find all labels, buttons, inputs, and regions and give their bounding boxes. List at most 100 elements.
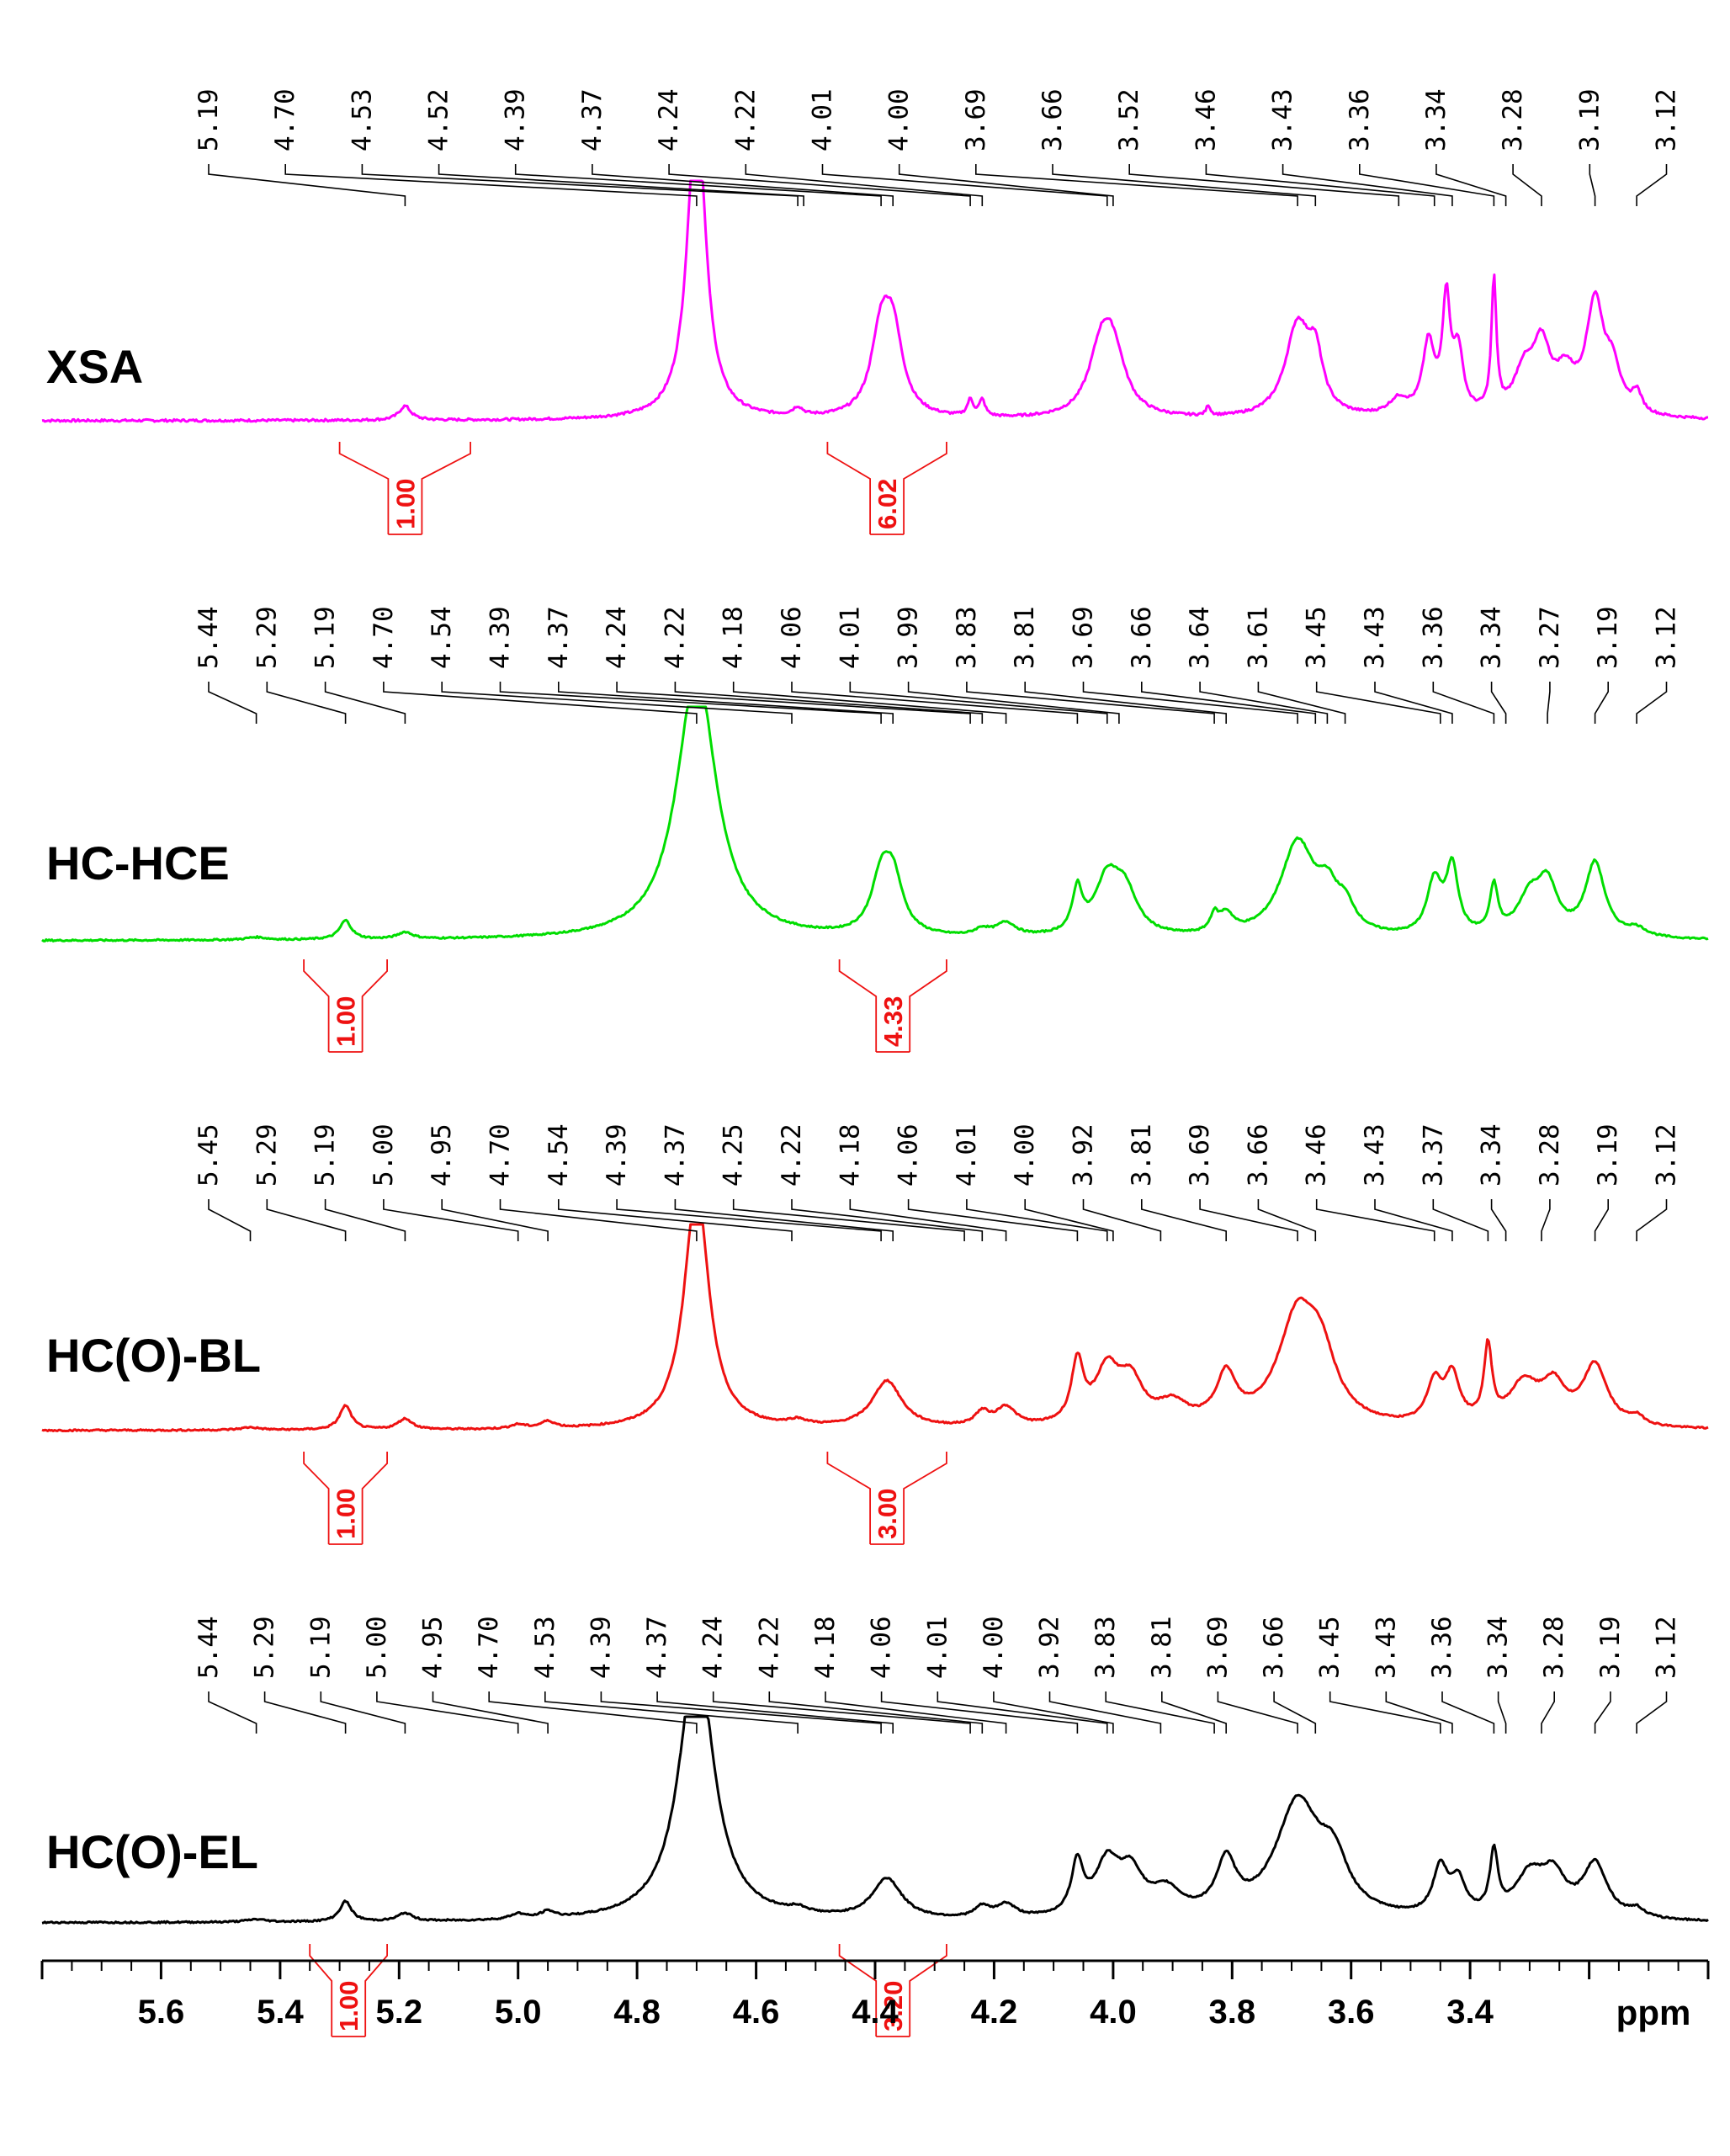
peak-leader-s3-11	[791, 1199, 984, 1241]
peak-label-s2-14: 3.83	[952, 606, 982, 669]
x-tick-label-8: 4.2	[971, 1994, 1018, 2031]
peak-leader-s1-5	[514, 164, 882, 206]
peak-label-s4-25: 3.28	[1539, 1616, 1569, 1679]
peak-leader-s3-16	[1082, 1199, 1162, 1241]
integral-bracket-s1-2	[826, 442, 947, 535]
peak-label-s3-17: 3.81	[1127, 1123, 1157, 1187]
x-tick-label-9: 4.0	[1090, 1994, 1137, 2031]
peak-label-s3-9: 4.37	[660, 1123, 690, 1187]
peak-leader-s2-11	[791, 682, 1079, 724]
peak-leader-s3-20	[1315, 1199, 1435, 1241]
peak-label-s1-7: 4.24	[654, 88, 684, 151]
peak-leader-s2-9	[674, 682, 984, 724]
peak-leader-s4-12	[825, 1691, 1007, 1734]
peak-leader-s2-20	[1315, 682, 1441, 724]
peak-label-s1-14: 3.46	[1191, 88, 1221, 151]
peak-label-s1-1: 5.19	[194, 88, 224, 151]
peak-label-s2-13: 3.99	[894, 606, 924, 669]
peak-leader-s3-8	[616, 1199, 882, 1241]
peak-label-s4-17: 3.83	[1091, 1616, 1121, 1679]
peak-label-s4-11: 4.22	[754, 1616, 784, 1679]
peak-label-s3-26: 3.12	[1652, 1123, 1682, 1187]
peak-label-s3-12: 4.18	[835, 1123, 865, 1187]
integral-bracket-s1-1	[338, 442, 471, 535]
peak-label-s1-3: 4.53	[347, 88, 377, 151]
peak-label-s1-15: 3.43	[1268, 88, 1298, 151]
peak-leader-s2-15	[1024, 682, 1227, 724]
peak-leader-s2-26	[1636, 682, 1668, 724]
peak-leader-s1-10	[898, 164, 1114, 206]
peak-label-s2-23: 3.34	[1477, 606, 1507, 669]
peak-label-s3-20: 3.46	[1302, 1123, 1332, 1187]
peak-leader-s3-7	[557, 1199, 793, 1241]
peak-label-s2-1: 5.44	[194, 606, 224, 669]
peak-label-s4-22: 3.43	[1371, 1616, 1401, 1679]
peak-label-s1-8: 4.22	[730, 88, 761, 151]
peak-leader-s3-3	[324, 1199, 406, 1241]
peak-leader-s4-18	[1161, 1691, 1227, 1734]
peak-label-s3-8: 4.39	[602, 1123, 632, 1187]
peak-leader-s3-17	[1141, 1199, 1227, 1241]
integral-value-s4-2: 3.20	[878, 1981, 908, 2031]
peak-label-s2-24: 3.27	[1535, 606, 1565, 669]
peak-leader-s2-18	[1199, 682, 1329, 724]
spectrum-trace-4	[41, 1715, 1709, 1925]
peak-label-s3-2: 5.29	[252, 1123, 282, 1187]
peak-leader-s3-5	[441, 1199, 549, 1241]
peak-leader-s2-4	[383, 682, 698, 724]
peak-label-s4-7: 4.53	[530, 1616, 560, 1679]
peak-leader-s2-7	[557, 682, 894, 724]
peak-label-s1-5: 4.39	[501, 88, 531, 151]
peak-leader-s4-13	[880, 1691, 1079, 1734]
peak-leader-s3-6	[499, 1199, 698, 1241]
integral-bracket-s4-2	[838, 1944, 947, 2037]
peak-label-s1-4: 4.52	[424, 88, 454, 151]
peak-label-s4-23: 3.36	[1427, 1616, 1457, 1679]
x-tick-label-4: 5.0	[495, 1994, 542, 2031]
peak-label-s4-4: 5.00	[362, 1616, 392, 1679]
peak-label-s4-13: 4.06	[867, 1616, 897, 1679]
peak-leader-s3-24	[1541, 1199, 1551, 1241]
peak-leader-s2-6	[499, 682, 882, 724]
peak-leader-s1-9	[821, 164, 1108, 206]
peak-leader-s2-2	[266, 682, 347, 724]
peak-label-s4-15: 4.00	[979, 1616, 1009, 1679]
peak-leader-s4-15	[993, 1691, 1114, 1734]
integral-value-s4-1: 1.00	[334, 1981, 364, 2031]
peak-label-s2-15: 3.81	[1010, 606, 1040, 669]
peak-label-layer: 5.19 4.70 4.53 4.52 4.39 4.37 4.24 4.22 4.01 4.00…	[194, 88, 1682, 1734]
spectrum-trace-2	[41, 705, 1709, 943]
peak-leader-s4-6	[488, 1691, 698, 1734]
peak-label-s1-6: 4.37	[577, 88, 608, 151]
peak-leader-s3-19	[1257, 1199, 1317, 1241]
x-tick-label-12: 3.4	[1446, 1994, 1494, 2031]
peak-leader-s3-10	[732, 1199, 965, 1241]
peak-label-s4-10: 4.24	[698, 1616, 729, 1679]
series-name-1: XSA	[46, 340, 143, 393]
peak-label-s3-1: 5.45	[194, 1123, 224, 1187]
peak-leader-s2-5	[441, 682, 793, 724]
integral-bracket-s2-1	[303, 959, 388, 1053]
peak-label-s3-6: 4.70	[486, 1123, 516, 1187]
integral-bracket-s2-2	[838, 959, 947, 1053]
peak-leader-s4-14	[937, 1691, 1108, 1734]
peak-label-s4-26: 3.19	[1595, 1616, 1626, 1679]
peak-leader-s3-26	[1636, 1199, 1668, 1241]
peak-leader-s2-8	[616, 682, 971, 724]
integral-value-s3-1: 1.00	[332, 1489, 361, 1539]
peak-leader-s3-18	[1199, 1199, 1298, 1241]
peak-label-s4-2: 5.29	[250, 1616, 280, 1679]
integral-bracket-s3-2	[826, 1452, 947, 1545]
peak-label-s2-9: 4.22	[660, 606, 690, 669]
integral-bracket-s3-1	[303, 1452, 388, 1545]
peak-leader-s3-14	[966, 1199, 1108, 1241]
peak-leader-s3-4	[383, 1199, 519, 1241]
peak-leader-s1-8	[745, 164, 984, 206]
peak-label-s2-3: 5.19	[310, 606, 341, 669]
peak-label-s3-3: 5.19	[310, 1123, 341, 1187]
peak-leader-s2-17	[1141, 682, 1317, 724]
peak-leader-s1-18	[1512, 164, 1542, 206]
peak-label-s2-25: 3.19	[1593, 606, 1623, 669]
peak-leader-s4-9	[656, 1691, 894, 1734]
peak-label-s3-14: 4.01	[952, 1123, 982, 1187]
